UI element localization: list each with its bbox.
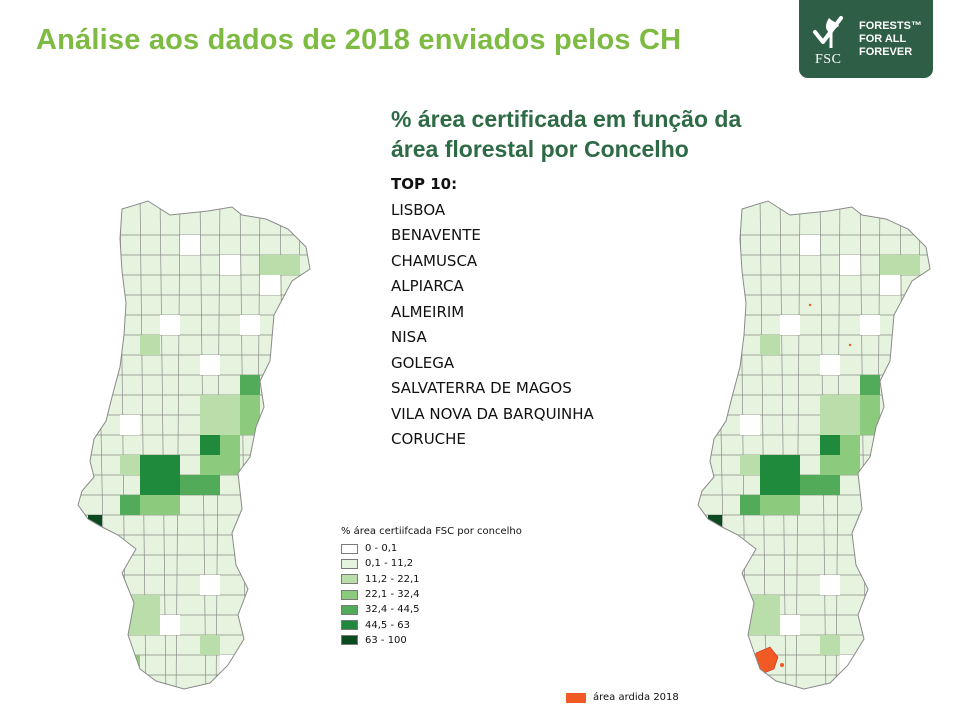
legend-swatch [341,543,358,554]
tree-checkmark-icon [813,16,843,48]
burned-area-swatch [566,692,586,703]
portugal-map-burned-area [697,200,931,690]
legend-class-row: 0,1 - 11,2 [341,556,522,571]
map-legend: % área certiifcada FSC por concelho 0 - … [341,526,522,648]
legend-class-row: 63 - 100 [341,633,522,648]
legend-class-row: 44,5 - 63 [341,617,522,632]
top-10-item: CHAMUSCA [391,251,478,270]
legend-title: % área certiifcada FSC por concelho [341,526,522,537]
legend-class-row: 32,4 - 44,5 [341,602,522,617]
legend-class-row: 0 - 0,1 [341,541,522,556]
top-10-item: LISBOA [391,200,446,219]
legend-class-label: 32,4 - 44,5 [365,604,420,616]
logo-line-1: FORESTS™ [859,20,922,32]
fsc-wordmark: FSC [815,52,842,67]
top-10-item: ALPIARCA [391,277,464,295]
subtitle-line-2: área florestal por Concelho [391,136,689,162]
legend-swatch [341,574,358,585]
logo-line-2: FOR ALL [859,33,907,45]
legend-class-row: 22,1 - 32,4 [341,587,522,602]
top-10-item: VILA NOVA DA BARQUINHA [391,404,594,423]
top-10-list: TOP 10: LISBOA BENAVENTE CHAMUSCA ALPIAR… [391,172,594,453]
burned-area-label: área ardida 2018 [593,692,679,703]
legend-class-label: 63 - 100 [365,634,407,646]
fsc-logo: FSC FORESTS™ FOR ALL FOREVER [799,0,933,78]
legend-class-label: 0 - 0,1 [365,543,398,555]
logo-line-3: FOREVER [859,46,913,58]
legend-class-label: 11,2 - 22,1 [365,573,420,585]
legend-class-label: 44,5 - 63 [365,619,410,631]
top-10-item: ALMEIRIM [391,302,465,321]
top-10-item: GOLEGA [391,353,455,372]
legend-swatch [341,620,358,631]
legend-swatch [341,558,358,569]
map-subtitle: % área certificada em função da área flo… [391,104,831,164]
legend-swatch [341,635,358,646]
subtitle-line-1: % área certificada em função da [391,106,742,132]
legend-class-label: 22,1 - 32,4 [365,589,420,601]
top-10-item: BENAVENTE [391,226,481,244]
top-10-item: SALVATERRA DE MAGOS [391,379,572,397]
top-10-item: CORUCHE [391,430,466,448]
legend-class-label: 0,1 - 11,2 [365,558,414,570]
slide-title: Análise aos dados de 2018 enviados pelos… [36,24,682,56]
top-10-item: NISA [391,328,427,346]
burned-area-legend: área ardida 2018 [566,692,679,703]
legend-swatch [341,589,358,600]
legend-class-row: 11,2 - 22,1 [341,572,522,587]
legend-swatch [341,604,358,615]
top-10-heading: TOP 10: [391,175,458,193]
portugal-map-certification [77,200,311,690]
